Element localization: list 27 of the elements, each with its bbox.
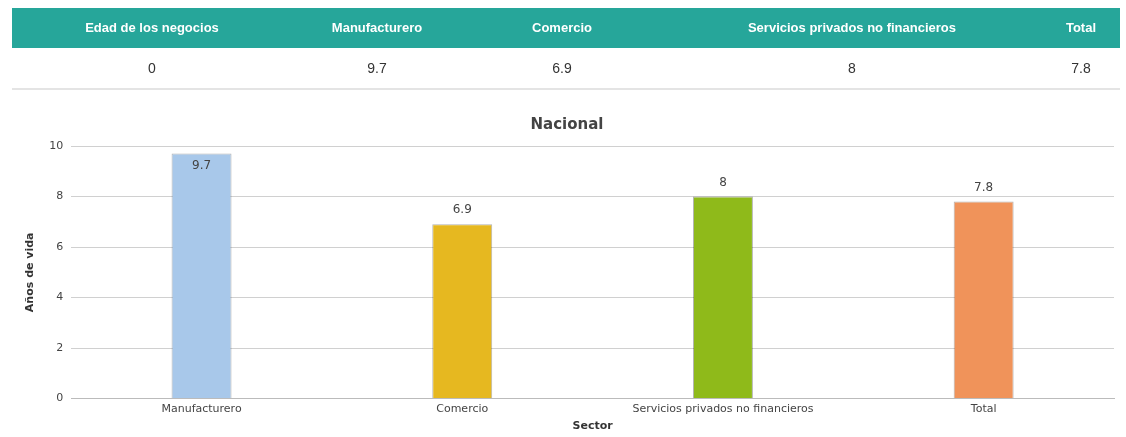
category-label: Comercio [532, 20, 592, 35]
y-axis-title: Años de vida [23, 232, 37, 313]
x-axis-title: Sector [572, 419, 614, 433]
y-tick-label: 6 [56, 239, 64, 253]
text: 7.8 [1070, 59, 1092, 78]
text: 0 [147, 59, 157, 78]
data-label: 7.8 [974, 179, 994, 194]
data-label: 8 [719, 174, 727, 189]
category-label: Total [1065, 20, 1097, 35]
text: 6.9 [551, 59, 573, 78]
category-label: Servicios privados no financieros [747, 20, 957, 35]
data-label: 6.9 [452, 202, 472, 217]
y-tick-label: 0 [56, 391, 64, 405]
x-tick-label: Manufacturero [161, 402, 242, 416]
y-tick-label: 8 [56, 189, 64, 203]
text: 8 [847, 59, 857, 78]
y-tick-label: 10 [49, 138, 64, 152]
chart-title: Nacional [530, 114, 604, 133]
text: Edad de los negocios [84, 19, 220, 37]
text: 9.7 [366, 59, 388, 78]
data-label: 9.7 [192, 157, 212, 172]
y-tick-label: 2 [56, 340, 64, 354]
x-tick-label: Comercio [436, 402, 489, 416]
x-tick-label: Total [969, 402, 997, 416]
y-tick-label: 4 [56, 290, 64, 304]
category-label: Manufacturero [331, 20, 423, 35]
x-tick-label: Servicios privados no financieros [632, 402, 814, 416]
